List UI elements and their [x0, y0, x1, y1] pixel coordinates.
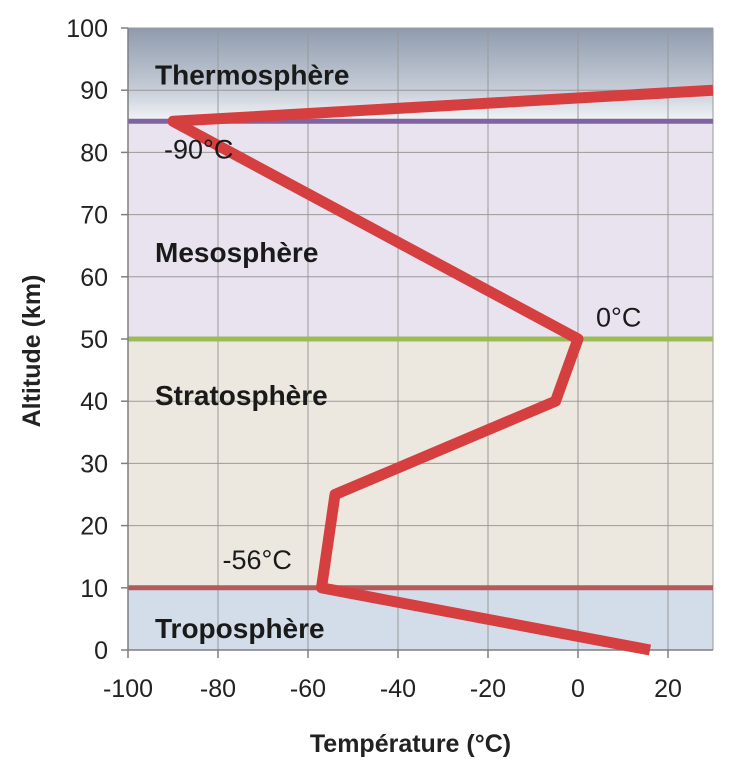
x-tick-label: -20 [470, 675, 506, 703]
y-tick-label: 80 [80, 139, 108, 167]
x-axis-title: Température (°C) [310, 730, 511, 758]
temperature-profile-line [167, 84, 714, 656]
y-tick-label: 30 [80, 450, 108, 478]
layer-label: Troposphère [155, 613, 325, 644]
axes: 0 10 20 30 40 50 60 70 80 90 100 -100 -80 -60 -40 -20 0 2… [66, 15, 713, 703]
x-tick-label: -100 [103, 675, 153, 703]
y-tick-label: 10 [80, 575, 108, 603]
x-tick-label: -80 [200, 675, 236, 703]
temperature-profile-series [167, 84, 714, 656]
layer-label: Mesosphère [155, 237, 318, 268]
x-tick-label: 0 [571, 675, 585, 703]
temperature-annotations: -90°C 0°C -56°C [164, 135, 641, 576]
x-tick-label: 20 [654, 675, 682, 703]
layer-label: Stratosphère [155, 380, 328, 411]
layer-label: Thermosphère [155, 60, 350, 91]
temperature-annotation: 0°C [596, 303, 641, 333]
y-tick-label: 20 [80, 513, 108, 541]
x-tick-label: -40 [380, 675, 416, 703]
layer-labels: Troposphère Stratosphère Mesosphère Thermos… [155, 60, 350, 645]
y-axis-title: Altitude (km) [18, 275, 46, 428]
layer-band-3 [128, 121, 713, 339]
y-tick-label: 100 [66, 15, 108, 43]
y-tick-label: 40 [80, 388, 108, 416]
x-tick-label: -60 [290, 675, 326, 703]
y-tick-label: 50 [80, 326, 108, 354]
y-tick-label: 60 [80, 264, 108, 292]
temperature-annotation: -90°C [164, 135, 233, 165]
y-tick-label: 70 [80, 202, 108, 230]
temperature-annotation: -56°C [223, 545, 292, 575]
y-tick-label: 90 [80, 77, 108, 105]
y-tick-label: 0 [94, 637, 108, 665]
